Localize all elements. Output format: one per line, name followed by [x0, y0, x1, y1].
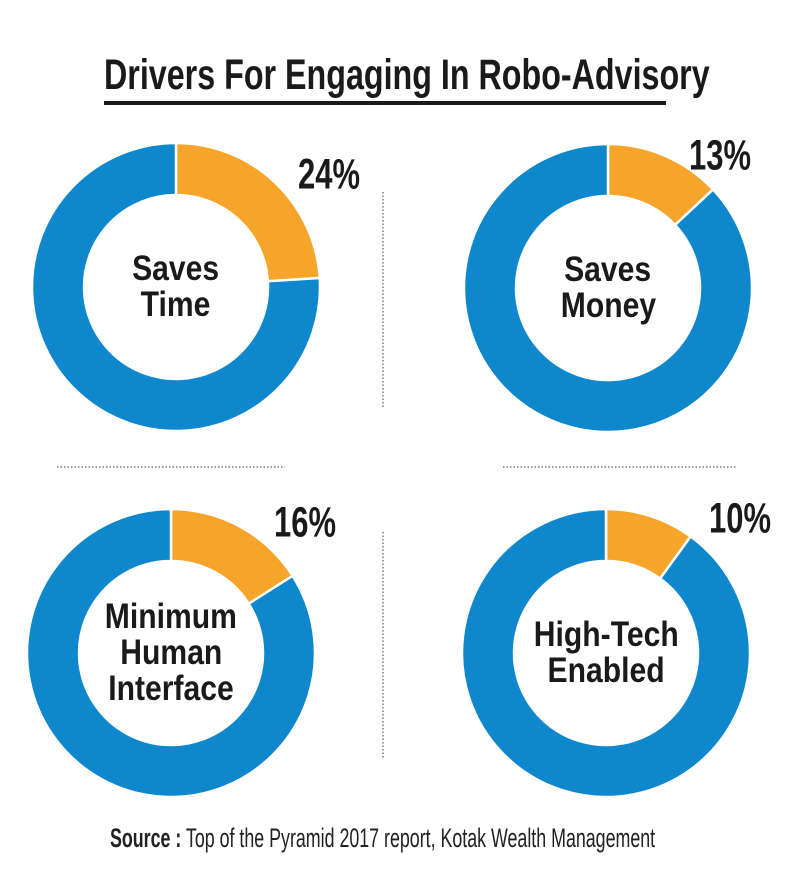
divider-vertical-bottom — [382, 532, 384, 758]
donut-label-line: Time — [141, 285, 211, 324]
donut-value-label: 16% — [274, 498, 336, 547]
donut-ring — [462, 142, 754, 434]
source-label: Source : — [110, 823, 182, 853]
donut-value-label: 10% — [709, 494, 771, 543]
donut-chart-saves-time: Saves Time — [30, 141, 322, 433]
donut-ring — [25, 507, 317, 799]
donut-label-line: Interface — [108, 669, 234, 708]
divider-horizontal-right — [503, 466, 737, 468]
donut-label-line: Minimum — [104, 597, 238, 636]
donut-label-line: Enabled — [547, 651, 665, 690]
donut-value-label: 13% — [689, 131, 751, 180]
donut-chart-saves-money: Saves Money — [462, 142, 754, 434]
donut-label-line: Human — [119, 633, 223, 672]
donut-label-line: Saves — [132, 249, 220, 288]
source-attribution: Source : Top of the Pyramid 2017 report,… — [110, 825, 655, 852]
donut-label-line: Money — [560, 286, 656, 325]
donut-center-label: Saves Time — [30, 141, 322, 433]
divider-vertical-top — [382, 192, 384, 409]
donut-label-line: Saves — [564, 250, 652, 289]
donut-value-label: 24% — [298, 150, 360, 199]
divider-horizontal-left — [57, 466, 285, 468]
donut-chart-minimum-human-interface: Minimum Human Interface — [25, 507, 317, 799]
source-text: Top of the Pyramid 2017 report, Kotak We… — [185, 823, 656, 853]
donut-center-label: Saves Money — [462, 142, 754, 434]
donut-center-label: High-Tech Enabled — [460, 507, 752, 799]
donut-label-line: High-Tech — [533, 615, 679, 654]
title-underline — [104, 101, 666, 105]
donut-chart-high-tech-enabled: High-Tech Enabled — [460, 507, 752, 799]
donut-center-label: Minimum Human Interface — [25, 507, 317, 799]
page-title: Drivers For Engaging In Robo-Advisory — [104, 51, 710, 99]
donut-ring — [460, 507, 752, 799]
donut-ring — [30, 141, 322, 433]
